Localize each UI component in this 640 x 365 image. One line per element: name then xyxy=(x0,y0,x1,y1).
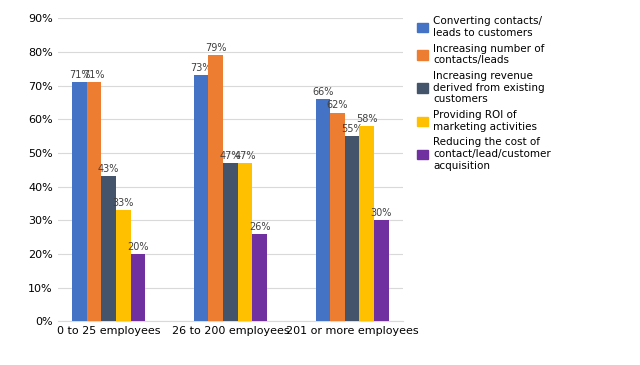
Text: 47%: 47% xyxy=(220,151,241,161)
Bar xyxy=(101,176,116,321)
Bar xyxy=(360,126,374,321)
Text: 71%: 71% xyxy=(83,70,105,80)
Bar xyxy=(72,82,87,321)
Text: 79%: 79% xyxy=(205,43,227,53)
Bar xyxy=(316,99,330,321)
Text: 66%: 66% xyxy=(312,87,333,97)
Bar xyxy=(116,210,131,321)
Text: 71%: 71% xyxy=(68,70,90,80)
Text: 73%: 73% xyxy=(191,64,212,73)
Bar xyxy=(345,136,360,321)
Text: 62%: 62% xyxy=(327,100,348,111)
Bar xyxy=(252,234,267,321)
Text: 33%: 33% xyxy=(113,198,134,208)
Text: 43%: 43% xyxy=(98,165,120,174)
Bar xyxy=(223,163,237,321)
Bar xyxy=(131,254,145,321)
Text: 26%: 26% xyxy=(249,222,270,232)
Text: 58%: 58% xyxy=(356,114,378,124)
Legend: Converting contacts/
leads to customers, Increasing number of
contacts/leads, In: Converting contacts/ leads to customers,… xyxy=(415,14,553,173)
Text: 30%: 30% xyxy=(371,208,392,218)
Bar xyxy=(87,82,101,321)
Bar xyxy=(194,76,209,321)
Bar xyxy=(237,163,252,321)
Bar xyxy=(374,220,388,321)
Text: 20%: 20% xyxy=(127,242,148,252)
Bar xyxy=(209,55,223,321)
Text: 47%: 47% xyxy=(234,151,256,161)
Text: 55%: 55% xyxy=(341,124,363,134)
Bar xyxy=(330,112,345,321)
